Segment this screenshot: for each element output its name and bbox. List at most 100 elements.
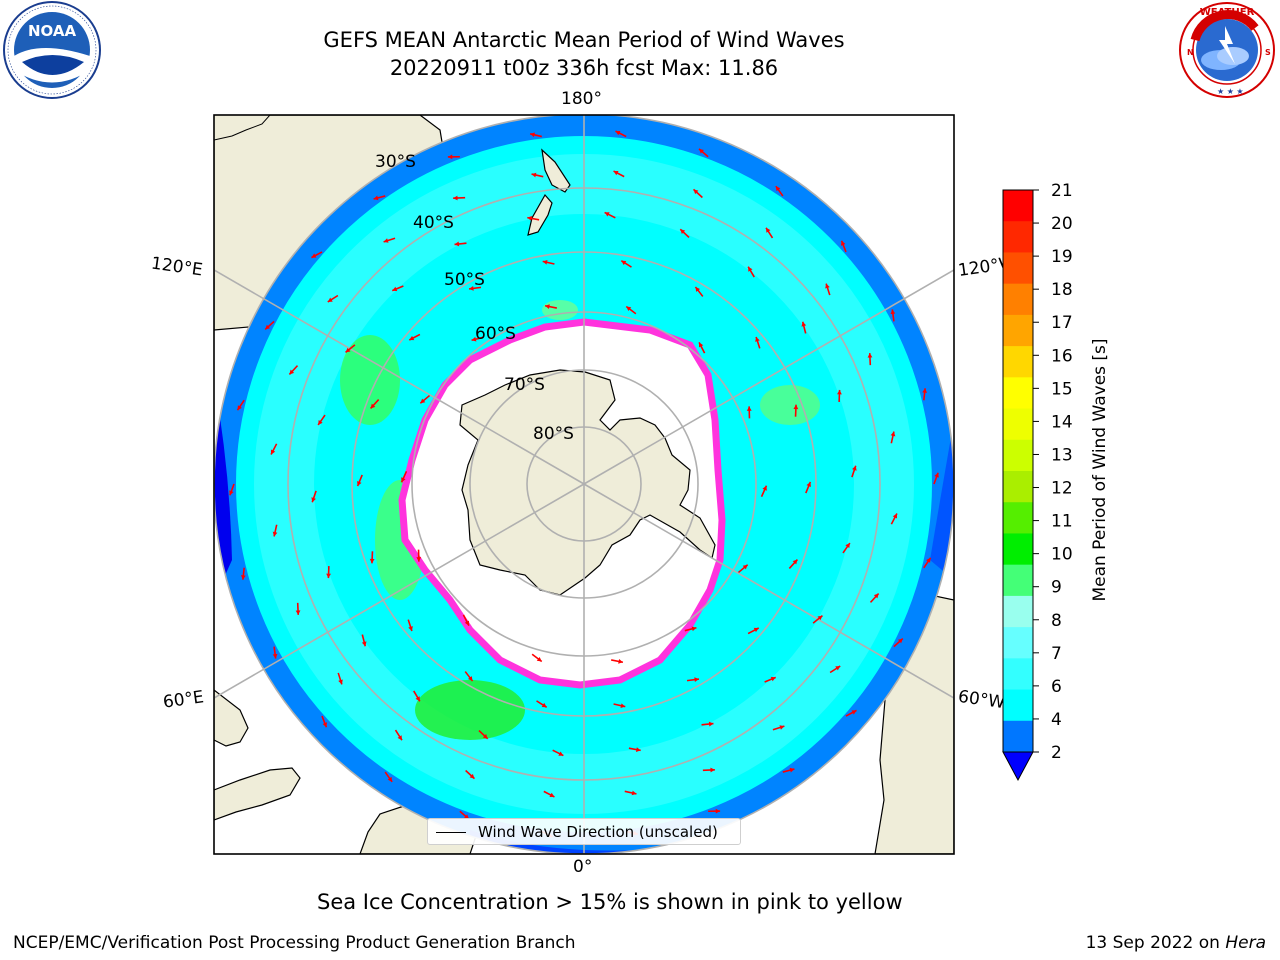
- colorbar-band: [1003, 252, 1033, 285]
- wind-arrow-head: [621, 260, 627, 266]
- wind-arrow-head: [691, 626, 697, 632]
- wind-arrow-head: [447, 154, 453, 160]
- wind-arrow-head: [311, 497, 316, 503]
- sea-ice-note: Sea Ice Concentration > 15% is shown in …: [317, 890, 903, 914]
- wind-arrow-head: [272, 653, 278, 659]
- wind-arrow-head: [338, 679, 343, 685]
- map-frame: [213, 114, 955, 855]
- wind-arrow-head: [536, 656, 542, 662]
- tasman-edge-land: [214, 115, 271, 141]
- label-60s: 60°S: [475, 324, 516, 344]
- colorbar-tick-label: 11: [1051, 512, 1073, 532]
- wind-arrow-head: [892, 513, 898, 519]
- wind-arrow-head: [742, 564, 748, 570]
- wind-arrow-head: [867, 353, 873, 358]
- africa-land: [214, 767, 301, 821]
- map-legend: Wind Wave Direction (unscaled): [427, 818, 741, 845]
- label-30s: 30°S: [375, 152, 416, 172]
- wind-arrow-head: [698, 342, 704, 348]
- wind-arrow-head: [361, 641, 367, 647]
- wind-arrow-head: [326, 573, 331, 579]
- colorbar-band: [1003, 533, 1033, 566]
- colorbar-label: Mean Period of Wind Waves [s]: [1090, 338, 1110, 601]
- chart-subtitle: 20220911 t00z 336h fcst Max: 11.86: [389, 56, 779, 80]
- wind-arrow-head: [345, 347, 351, 353]
- wind-arrow-head: [373, 195, 379, 201]
- wind-arrow-head: [415, 696, 420, 702]
- wind-arrow-head: [779, 725, 785, 730]
- colorbar-tick-label: 16: [1051, 346, 1073, 366]
- wind-arrow-head: [240, 575, 246, 580]
- colorbar-tick-label: 19: [1051, 247, 1073, 267]
- wind-arrow-head: [699, 148, 704, 154]
- wind-arrow-head: [604, 212, 610, 217]
- wind-arrow-head: [613, 170, 619, 176]
- wind-arrow-head: [793, 404, 799, 410]
- wind-arrow-head: [530, 132, 535, 138]
- colorbar-tick-label: 17: [1051, 313, 1073, 333]
- wind-arrow-head: [837, 389, 842, 395]
- label-50s: 50°S: [444, 270, 485, 290]
- wind-arrow-head: [715, 808, 721, 814]
- colorbar-band: [1003, 689, 1033, 722]
- wind-arrow-head: [397, 735, 402, 741]
- colorbar-band: [1003, 377, 1033, 410]
- wind-arrow-head: [541, 702, 547, 708]
- wind-arrow-head: [265, 324, 271, 330]
- wind-arrow-head: [370, 403, 376, 409]
- wind-arrow-head: [531, 172, 537, 178]
- wind-arrow-head: [762, 485, 767, 491]
- footer-host: Hera: [1225, 933, 1266, 953]
- colorbar-band: [1003, 190, 1033, 222]
- colorbar-band: [1003, 408, 1033, 441]
- wind-arrow-head: [626, 306, 632, 312]
- wind-arrow-head: [631, 790, 637, 796]
- wind-arrow-head: [934, 472, 939, 478]
- wind-direction-arrows: [229, 130, 939, 838]
- wind-arrow-head: [527, 216, 533, 221]
- footer-left: NCEP/EMC/Verification Post Processing Pr…: [13, 933, 576, 953]
- wind-arrow-head: [295, 610, 301, 615]
- wind-arrow-head: [890, 431, 896, 437]
- colorbar-band: [1003, 439, 1033, 472]
- wind-arrow-head: [845, 543, 850, 549]
- wind-arrow-head: [748, 266, 753, 272]
- colorbar-band: [1003, 221, 1033, 253]
- wind-arrow-head: [464, 814, 469, 820]
- label-0: 0°: [573, 857, 593, 877]
- wind-arrow-head: [471, 336, 477, 342]
- wind-arrow-head: [392, 286, 398, 292]
- wind-arrow-head: [753, 627, 759, 633]
- wind-arrow-head: [549, 792, 555, 798]
- southern-africa-land: [214, 689, 249, 747]
- wind-arrow-head: [840, 240, 846, 246]
- wind-arrow-head: [755, 336, 760, 342]
- wind-arrow-head: [401, 477, 406, 483]
- wind-arrow-head: [635, 747, 641, 752]
- wind-arrow-head: [708, 721, 714, 727]
- wind-arrow-head: [469, 285, 474, 291]
- wind-arrow-head: [710, 767, 715, 773]
- wind-arrow-head: [693, 189, 699, 195]
- wind-arrow-head: [890, 309, 896, 315]
- wind-arrow-head: [926, 557, 931, 563]
- wind-arrow-head: [311, 253, 317, 258]
- wind-arrow-head: [387, 776, 393, 782]
- wind-arrow-head: [369, 558, 375, 564]
- label-40s: 40°S: [413, 213, 454, 233]
- wind-arrow-head: [792, 559, 798, 565]
- colorbar-tick-label: 7: [1051, 644, 1062, 664]
- colorbar-band: [1003, 720, 1033, 753]
- colorbar-tick-label: 8: [1051, 611, 1062, 631]
- chart-title: GEFS MEAN Antarctic Mean Period of Wind …: [323, 28, 845, 52]
- wind-arrow-head: [615, 130, 621, 136]
- svg-text:S: S: [1265, 48, 1271, 57]
- wind-arrow-head: [770, 676, 776, 682]
- wind-arrow-head: [801, 321, 807, 327]
- wind-arrow-head: [420, 398, 426, 404]
- wind-arrow-head: [416, 557, 422, 562]
- colorbar-extend: [1002, 751, 1034, 782]
- svg-text:N: N: [1187, 48, 1194, 57]
- colorbar-band: [1003, 471, 1033, 503]
- colorbar-tick-label: 12: [1051, 479, 1073, 499]
